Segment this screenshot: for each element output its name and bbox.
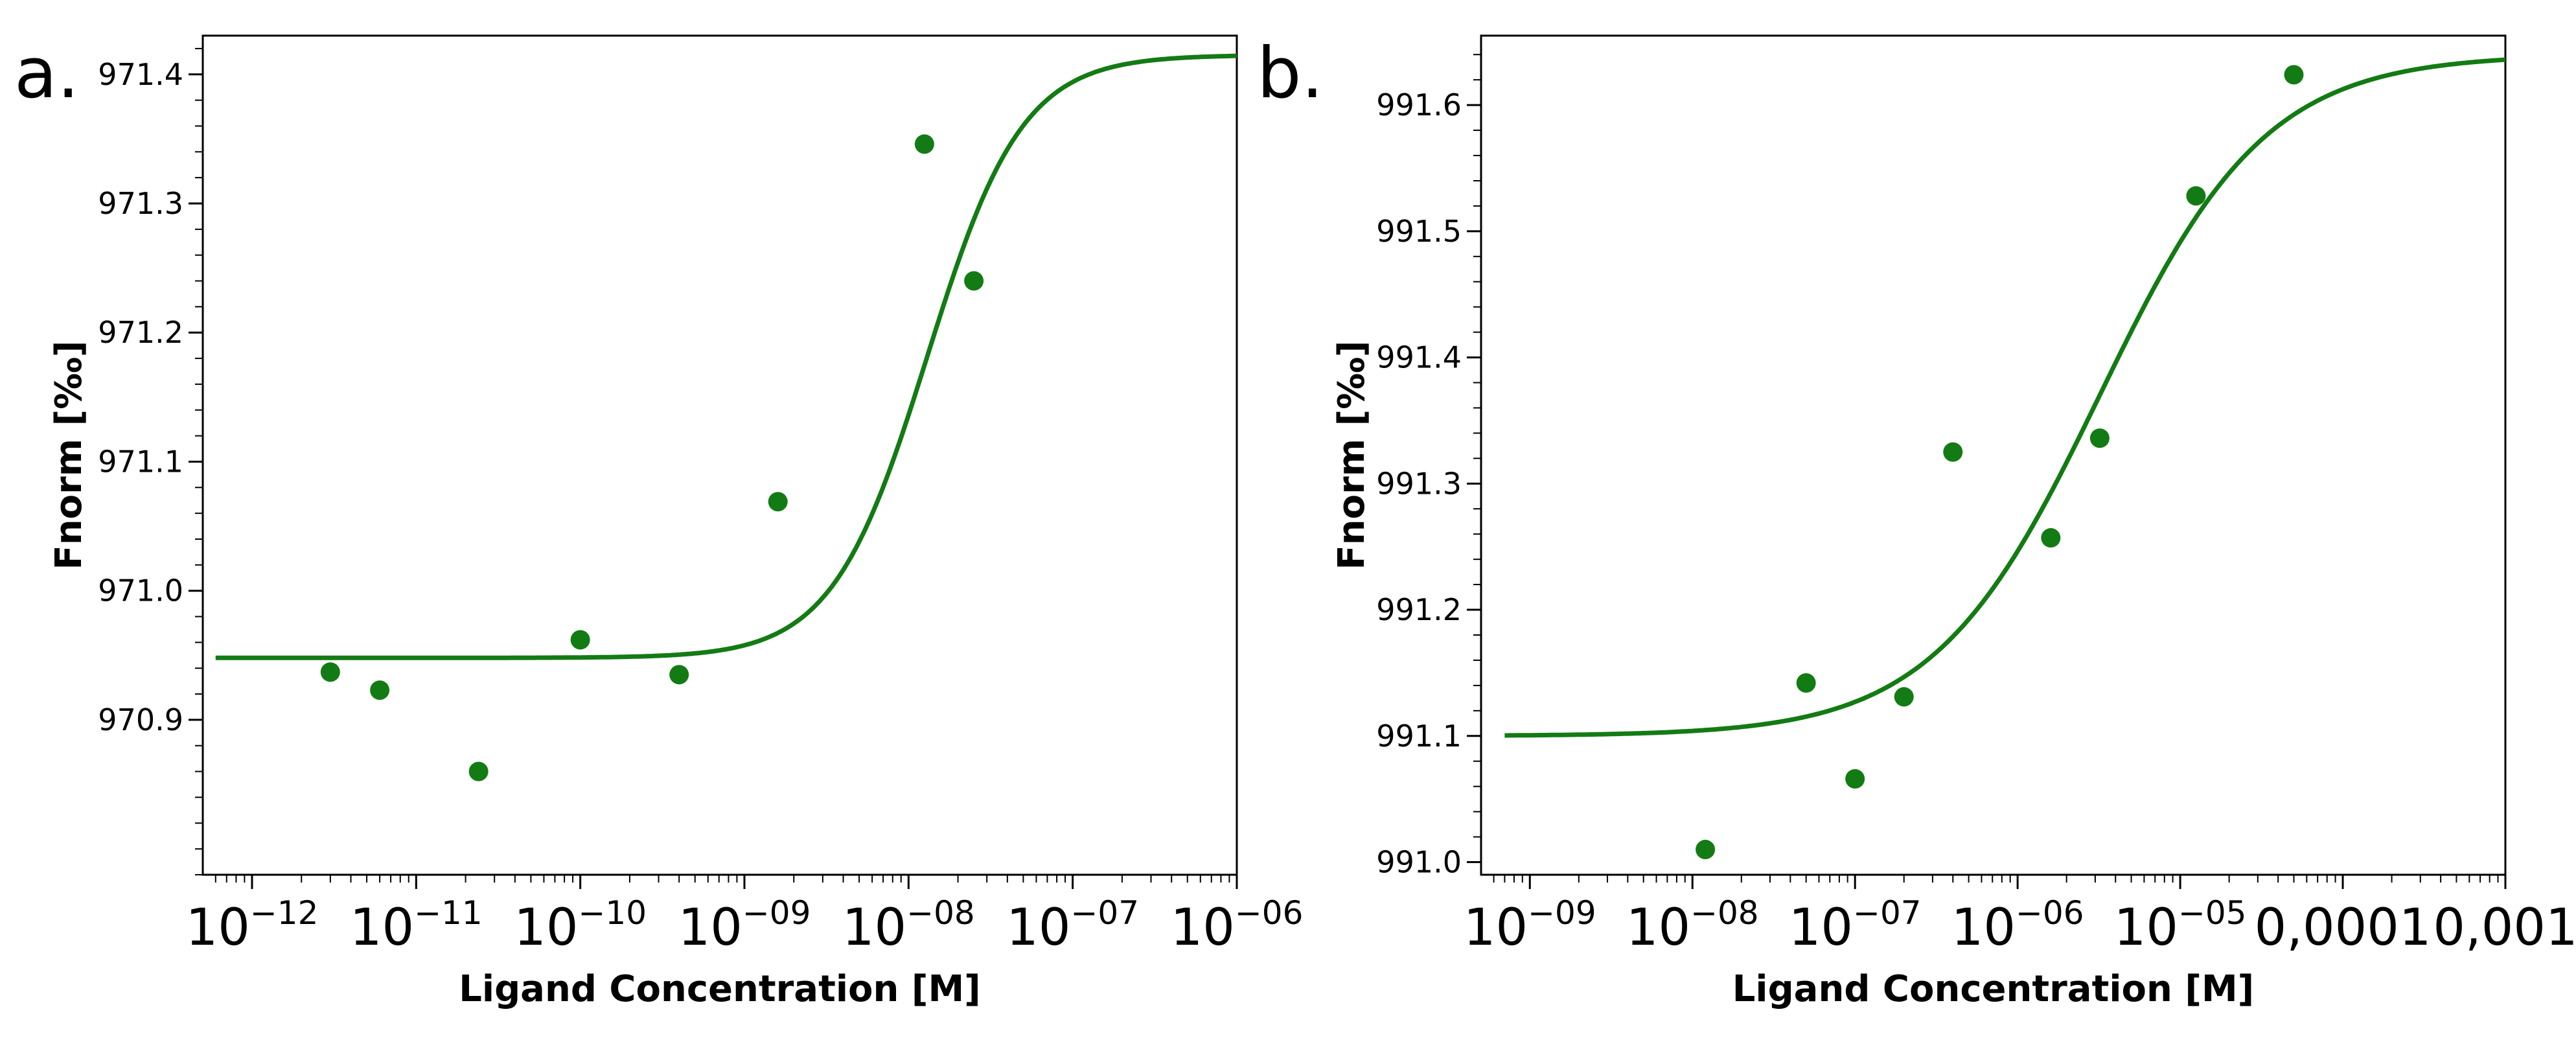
x-tick-label: 10−05 [2114,894,2247,957]
chart-panel-b: b. 991.0 991.1 991.2 991.3 991.4 991.5 991.6 10−… [1257,33,2576,1010]
y-tick-label: 991.6 [1376,87,1462,122]
y-tick-label: 971.2 [98,315,183,350]
x-tick-label: 10−10 [514,894,647,957]
y-tick-label: 971.0 [98,573,183,608]
data-point [2041,528,2061,548]
x-tick-label: 10−08 [842,894,975,957]
x-tick-label: 10−09 [1464,894,1596,957]
data-point [468,761,489,781]
data-point [964,271,984,291]
x-axis-title: Ligand Concentration [M] [459,968,981,1010]
x-tick-label: 10−07 [1006,894,1139,957]
panel-label: b. [1257,33,1324,114]
y-axis-title: Fnorm [‰] [1331,341,1373,570]
x-tick-label: 10−12 [186,894,319,957]
x-tick-label: 10−11 [350,894,483,957]
data-point [370,680,390,700]
panel-label: a. [14,33,80,114]
data-point [914,134,934,154]
x-tick-label: 0,0001 [2255,899,2432,957]
y-tick-label: 991.3 [1376,466,1462,501]
x-tick-label: 10−06 [1951,894,2084,957]
data-point [669,665,689,685]
data-point [2284,65,2304,85]
plot-frame [201,34,1238,876]
data-point [2089,428,2110,448]
fit-curve [1504,57,2506,738]
y-tick-label: 991.4 [1376,340,1462,375]
data-point [768,492,788,512]
y-tick-label: 971.1 [98,444,183,479]
x-tick-label: 10−09 [678,894,811,957]
data-point [1796,673,1816,693]
y-tick-label: 970.9 [98,702,183,737]
chart-panel-a: a. 970.9 971.0 971.1 971.2 971.3 971.4 10−12 10−… [14,33,1303,1010]
x-axis-title: Ligand Concentration [M] [1732,968,2255,1010]
y-tick-label: 991.2 [1376,592,1462,627]
x-tick-label: 10−08 [1626,894,1759,957]
data-point [1845,769,1865,789]
data-point [2186,186,2206,206]
plot-frame [1480,34,2507,876]
fit-curve [215,53,1237,660]
data-point [320,662,340,682]
data-point [570,630,590,650]
y-axis-title: Fnorm [‰] [48,341,90,570]
x-tick-label: 10−06 [1171,894,1304,957]
x-tick-label: 10−07 [1789,894,1922,957]
y-tick-label: 971.3 [98,186,183,221]
y-tick-label: 971.4 [98,57,183,92]
data-point [1943,442,1963,462]
data-point [1696,840,1716,860]
x-tick-label: 0,001 [2433,899,2576,957]
y-tick-label: 991.1 [1376,719,1462,754]
y-tick-label: 991.5 [1376,214,1462,249]
data-point [1894,687,1914,707]
y-tick-label: 991.0 [1376,845,1462,880]
